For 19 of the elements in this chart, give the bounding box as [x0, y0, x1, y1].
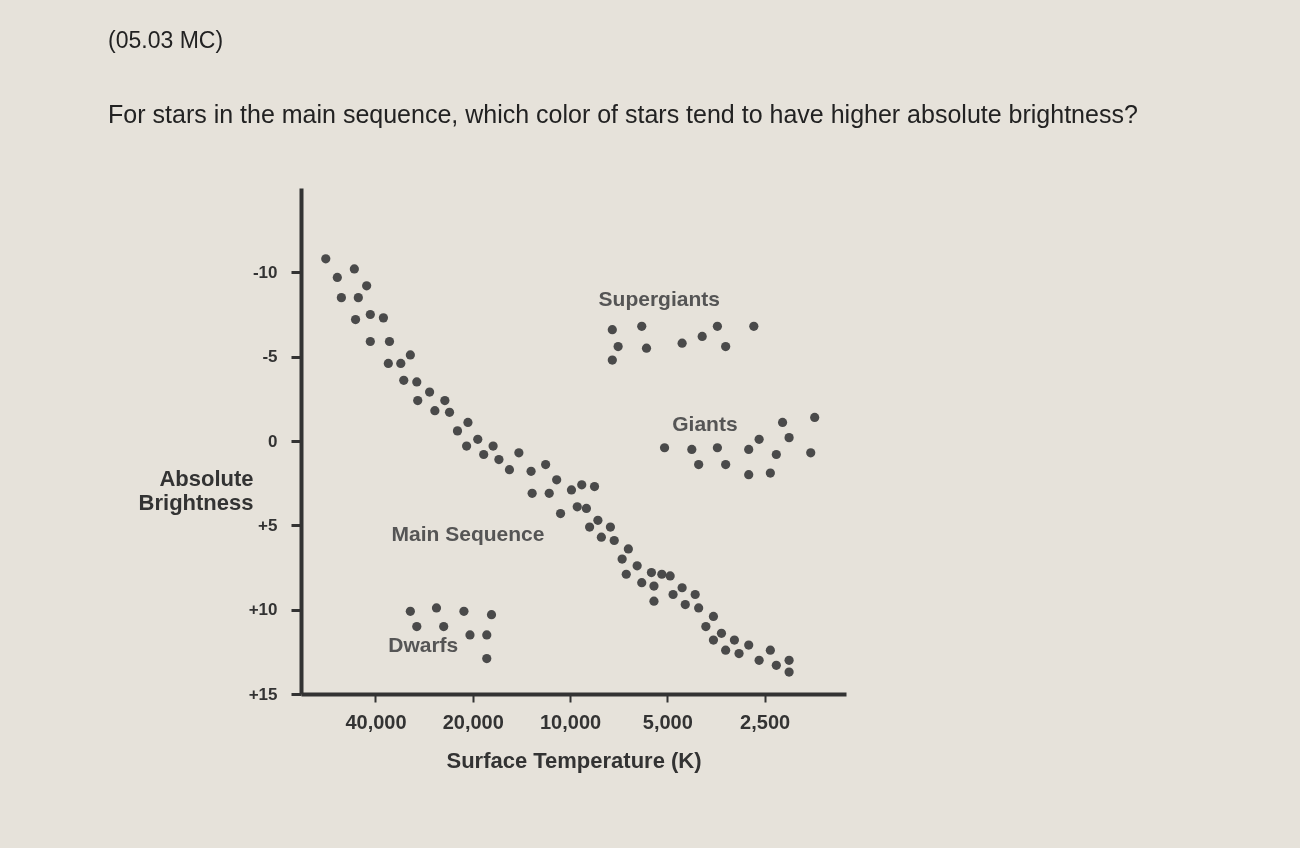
x-tick-label: 10,000: [539, 710, 602, 733]
y-tick-label: 0: [268, 431, 278, 451]
chart-subtitle: For stars in the main sequence, which color of stars tend to have higher absolute brightness?: [108, 100, 1138, 128]
y-tick-label: +15: [248, 684, 278, 704]
x-tick-label: 2,500: [740, 710, 791, 733]
y-tick-label: -10: [252, 262, 278, 282]
series-label: Dwarfs: [388, 633, 459, 657]
x-axis-title: Surface Temperature (K): [446, 747, 702, 773]
chart-title: (05.03 MC): [108, 27, 224, 53]
x-tick-label: 40,000: [345, 710, 407, 733]
series-label: Supergiants: [598, 286, 720, 310]
y-tick-label: -5: [262, 347, 278, 367]
x-tick-label: 20,000: [442, 710, 504, 733]
series-label: Giants: [672, 411, 738, 435]
series-label: Main Sequence: [391, 521, 545, 545]
x-tick-label: 5,000: [642, 710, 693, 733]
y-tick-label: +5: [258, 515, 278, 535]
y-axis-title: Absolute Brightness: [138, 465, 254, 515]
y-tick-label: +10: [248, 600, 278, 620]
